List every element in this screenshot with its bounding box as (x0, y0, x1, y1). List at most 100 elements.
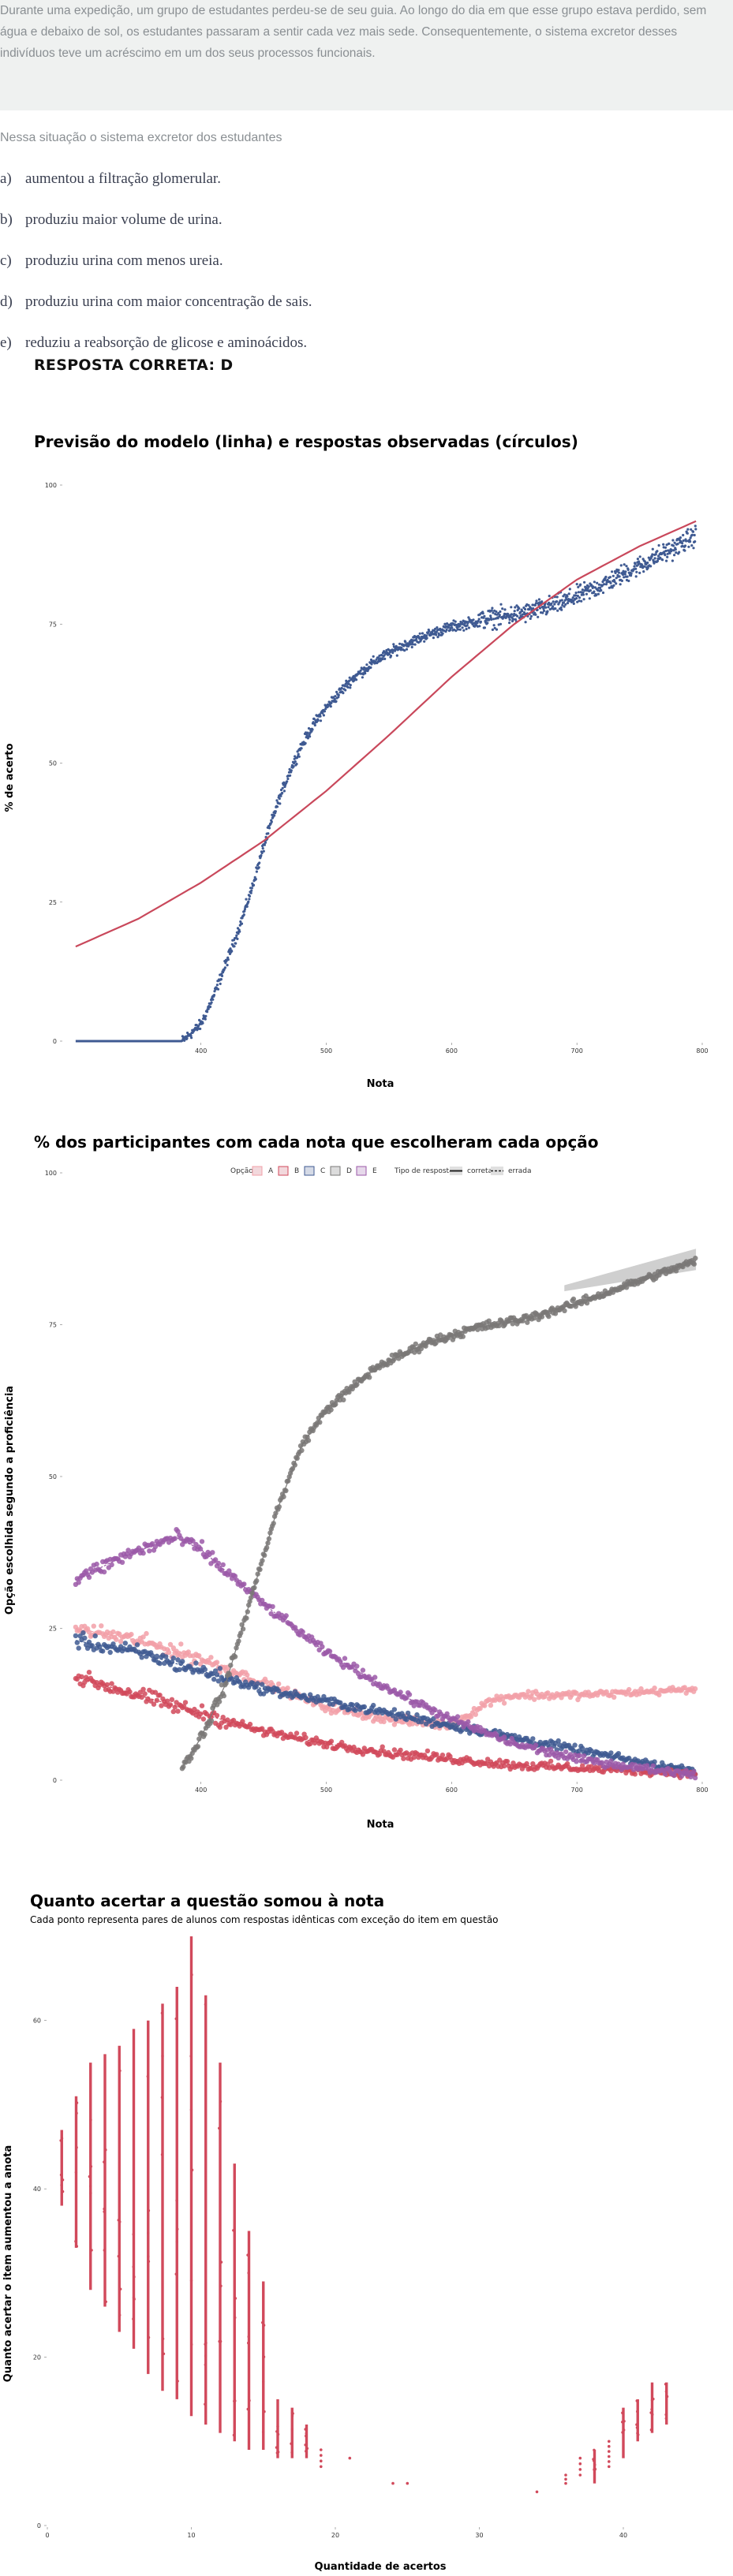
column-point (637, 2433, 640, 2436)
chart1-svg: Nota % de acerto 0 25 50 75 100 400 500 600 700 8… (4, 482, 709, 1090)
option-b-point (200, 1716, 207, 1722)
observed-point (282, 790, 286, 793)
observed-point (621, 573, 625, 577)
observed-point (572, 599, 575, 603)
option-e-point (372, 1674, 378, 1680)
legend-key-e (356, 1166, 367, 1176)
observed-point (454, 620, 457, 623)
column-point (232, 2229, 235, 2232)
column-point (204, 2363, 207, 2366)
column-point (204, 2003, 208, 2006)
observed-point (548, 595, 551, 598)
observed-point (625, 565, 628, 568)
observed-point (600, 588, 603, 592)
observed-point (498, 614, 501, 617)
observed-point (198, 1018, 201, 1021)
option-e-point (327, 1648, 333, 1654)
option-c-point (107, 1649, 113, 1656)
option-b-point (424, 1748, 431, 1754)
option-b-point (199, 1703, 205, 1708)
column-point (261, 2321, 264, 2324)
observed-point (572, 602, 575, 605)
alternative-c: c) produziu urina com menos ureia. (0, 252, 223, 270)
observed-point (604, 575, 608, 579)
observed-point (550, 602, 553, 605)
column-point (118, 2220, 122, 2223)
option-b-point (501, 1763, 507, 1769)
option-e-point (360, 1667, 366, 1673)
observed-point (273, 814, 276, 817)
observed-point (567, 592, 570, 595)
observed-point (686, 528, 690, 531)
observed-point (622, 569, 625, 573)
observed-point (458, 625, 462, 628)
observed-point (300, 747, 303, 750)
option-e-point (283, 1613, 289, 1618)
observed-point (348, 676, 351, 679)
observed-point (634, 575, 638, 578)
column-point (174, 2272, 178, 2275)
observed-point (424, 634, 428, 637)
observed-point (206, 1010, 209, 1014)
option-e-point (691, 1768, 697, 1775)
legend-label-a: A (268, 1167, 274, 1175)
column-point (636, 2410, 639, 2414)
chart3-xtick-label: 10 (187, 2532, 195, 2539)
alternative-letter: c) (0, 252, 12, 269)
observed-point (410, 638, 413, 641)
observed-point (620, 579, 624, 582)
observed-point (483, 626, 487, 629)
observed-point (508, 622, 511, 625)
column-point (608, 2455, 611, 2458)
observed-point (313, 723, 316, 727)
observed-point (691, 530, 695, 533)
observed-point (263, 843, 266, 846)
option-c-point (80, 1630, 86, 1636)
observed-point (626, 575, 629, 578)
observed-point (305, 731, 308, 734)
observed-point (533, 603, 537, 607)
column-point (74, 2240, 77, 2243)
observed-point (410, 643, 413, 646)
column-point (593, 2468, 596, 2471)
observed-point (451, 626, 454, 629)
option-a-point (178, 1641, 184, 1647)
observed-point (249, 891, 252, 894)
observed-point (495, 628, 499, 631)
alternative-letter: e) (0, 334, 12, 351)
observed-point (593, 590, 596, 593)
option-a-point (656, 1692, 662, 1698)
column-point (623, 2429, 626, 2432)
column-point (564, 2473, 567, 2477)
observed-point (204, 1017, 207, 1021)
observed-point (248, 898, 251, 901)
column-point (174, 2017, 178, 2021)
column-point (234, 2297, 237, 2300)
observed-point (578, 599, 581, 603)
column-point (119, 2287, 122, 2290)
chart1-xtick-label: 500 (320, 1047, 332, 1055)
observed-point (467, 626, 471, 629)
observed-point (643, 565, 646, 568)
observed-point (651, 547, 654, 551)
option-c-trend-line (75, 1640, 697, 1772)
option-c-point (134, 1642, 140, 1648)
chart2-xtick-label: 800 (696, 1786, 708, 1794)
option-c-point (260, 1682, 265, 1687)
observed-point (553, 603, 556, 606)
observed-point (447, 626, 450, 629)
option-c-point (92, 1633, 98, 1639)
observed-point (582, 598, 585, 601)
observed-point (554, 607, 557, 610)
observed-point (521, 610, 524, 613)
observed-point (242, 913, 245, 917)
alternative-text: produziu maior volume de urina. (25, 211, 223, 228)
observed-point (448, 624, 451, 627)
observed-point (380, 654, 383, 657)
observed-point (571, 596, 574, 599)
option-c-point (414, 1712, 420, 1718)
observed-point (403, 649, 406, 652)
option-c-point (237, 1679, 242, 1685)
column-point (304, 2443, 307, 2447)
column-point (305, 2450, 308, 2453)
